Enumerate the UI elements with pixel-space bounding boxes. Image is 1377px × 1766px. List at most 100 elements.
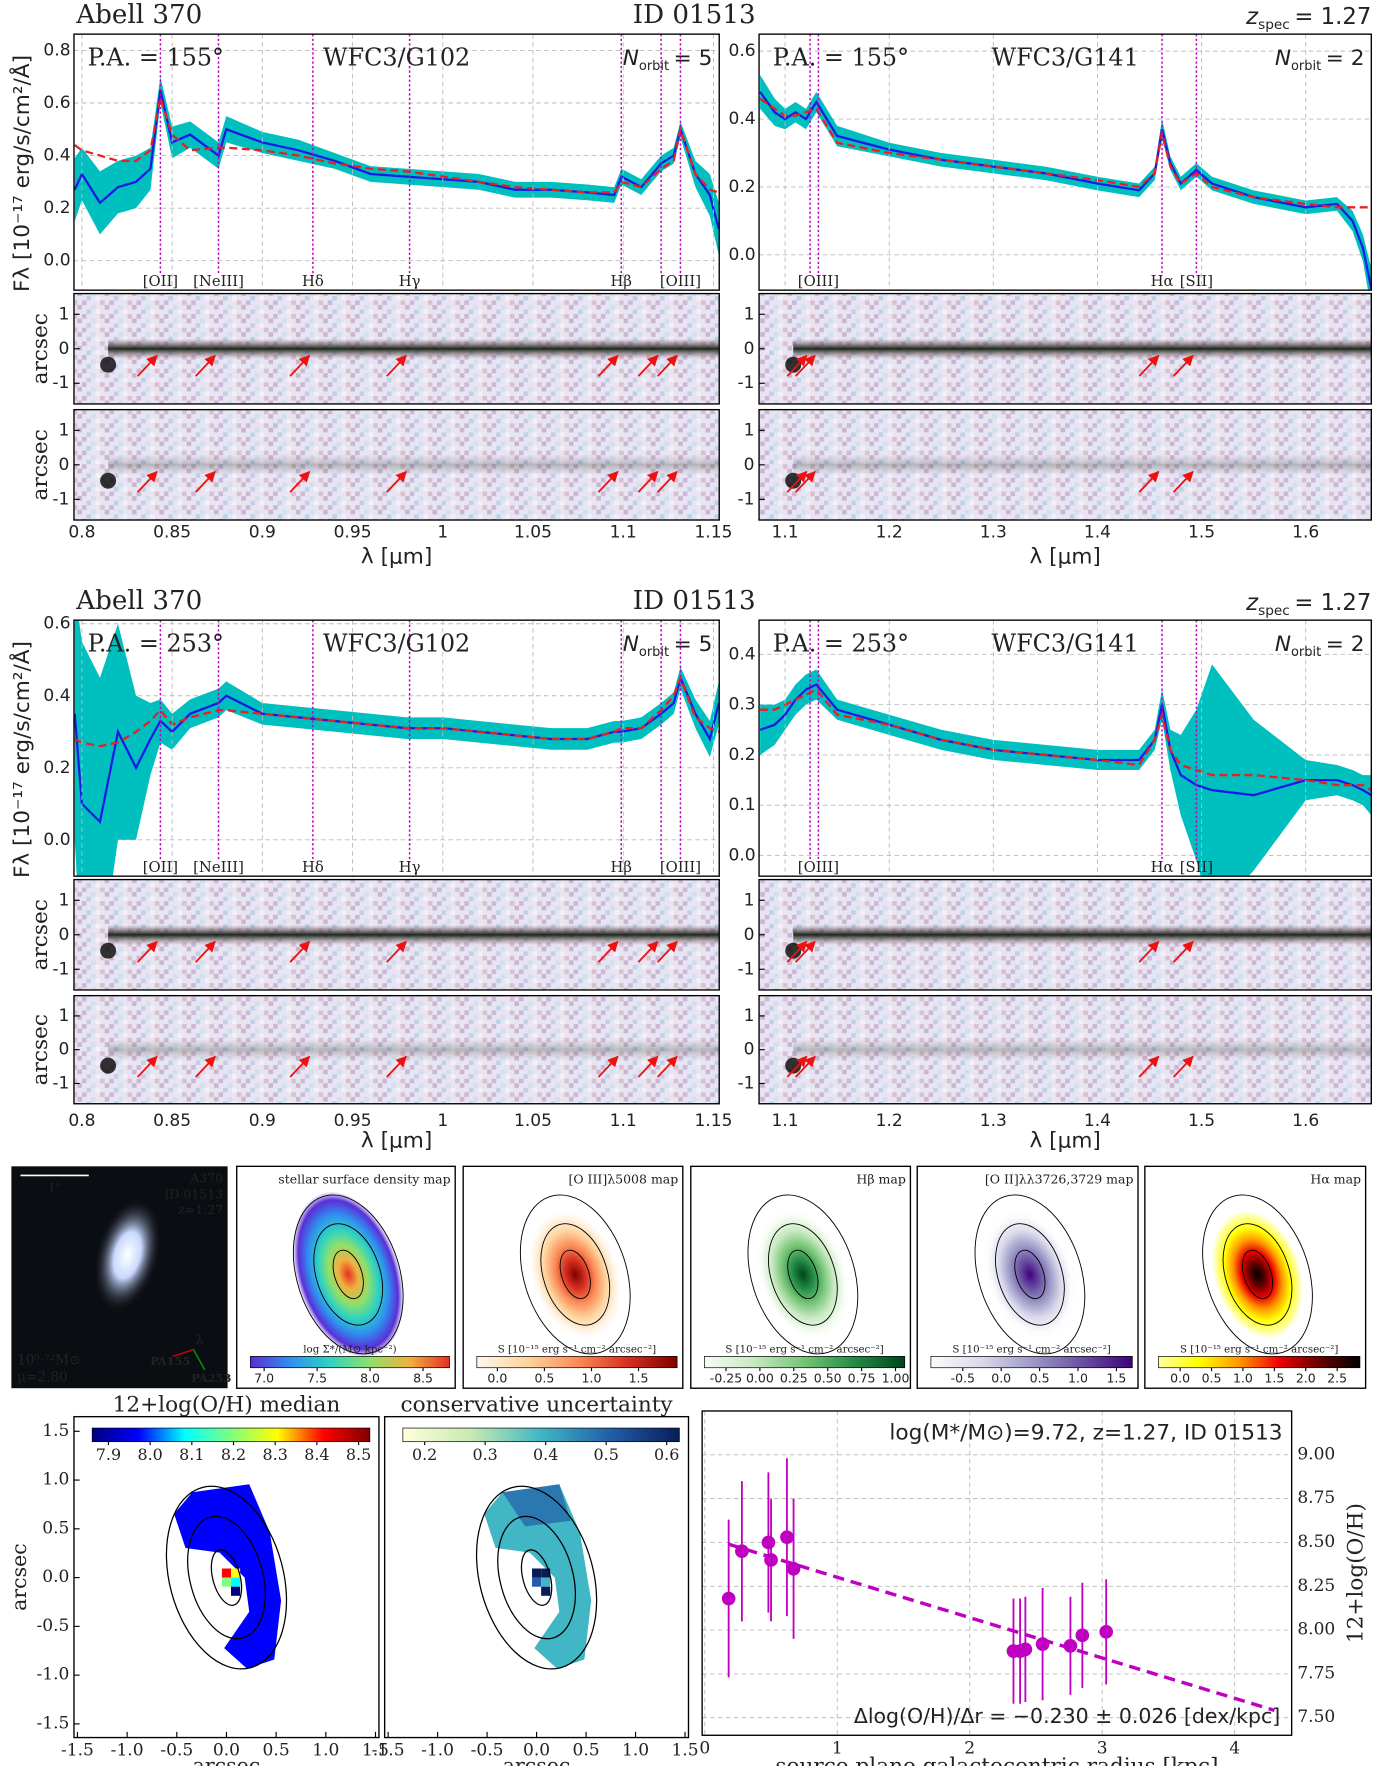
n-orbit-value: = 5 <box>674 632 713 657</box>
contour <box>313 1223 384 1326</box>
point <box>1075 1628 1090 1643</box>
y-tick-label: 0.4 <box>729 644 756 664</box>
emission-label: Hβ <box>611 859 632 876</box>
n-orbit-symbol: N <box>1275 632 1291 657</box>
emission-label: [SII] <box>1180 273 1213 290</box>
map-emission <box>756 1210 849 1339</box>
y-tick-label: 0 <box>744 1040 755 1060</box>
map-region <box>174 1484 282 1669</box>
photo-id: ID 01513 <box>164 1186 223 1201</box>
x-tick-label: -1.5 <box>61 1741 94 1761</box>
point <box>1018 1642 1033 1657</box>
x-axis-label: arcsec <box>193 1754 261 1766</box>
y-tick-label: 0.4 <box>43 146 70 166</box>
emission-label: [OIII] <box>660 273 701 290</box>
x-tick-label: 1.0 <box>622 1741 649 1761</box>
colorbar <box>250 1356 450 1369</box>
colorbar-tick-label: 7.5 <box>307 1371 327 1386</box>
y-tick-label: 8.75 <box>1297 1488 1335 1508</box>
x-tick-label: 1.05 <box>514 1111 552 1131</box>
y-tick-label: 0.2 <box>729 745 756 765</box>
y-tick-label: 1 <box>59 1006 70 1026</box>
line-arrow <box>637 940 659 963</box>
x-tick-label: 1.2 <box>876 523 903 543</box>
n-orbit-symbol: N <box>1275 46 1291 71</box>
x-tick-label: -1.0 <box>421 1741 454 1761</box>
x-tick-label: 1.5 <box>1188 1111 1215 1131</box>
contour <box>520 1549 553 1606</box>
y-tick-label: -1 <box>738 959 755 979</box>
trace <box>793 924 1372 946</box>
frame <box>758 408 1372 521</box>
y-tick-label: 8.50 <box>1297 1532 1335 1552</box>
contour <box>768 1223 838 1326</box>
redshift-subscript: spec <box>1258 17 1290 33</box>
spatial-label: arcsec <box>28 899 53 970</box>
plot-area <box>702 1410 1292 1736</box>
line-arrow <box>386 470 407 493</box>
frame <box>758 292 1372 405</box>
line-arrow <box>1138 470 1160 493</box>
y-tick-label: 0 <box>59 339 70 359</box>
frame <box>701 1410 1293 1736</box>
line-arrow <box>1172 354 1194 377</box>
y-tick-label: 0 <box>744 339 755 359</box>
position-angle: P.A. = 155° <box>88 44 224 72</box>
fit-line <box>728 1542 1275 1713</box>
spectrum <box>73 76 720 256</box>
colorbar-tick-label: 8.3 <box>263 1445 288 1464</box>
x-tick-label: 0.9 <box>249 523 276 543</box>
colorbar-tick-label: 0.6 <box>654 1445 679 1464</box>
redshift-symbol: z <box>1245 590 1259 616</box>
line-arrow <box>637 470 659 493</box>
x-tick-label: 0.85 <box>153 1111 191 1131</box>
line-arrow <box>136 1055 158 1078</box>
contour <box>974 1194 1086 1355</box>
x-tick-label: 1.3 <box>980 1111 1007 1131</box>
x-tick-label: 0.95 <box>334 1111 372 1131</box>
line-arrow <box>1138 1055 1160 1078</box>
y-tick-label: 1.0 <box>42 1470 69 1490</box>
colorbar-tick-label: 1.5 <box>629 1371 649 1386</box>
colorbar-tick-label: -0.25 <box>710 1371 742 1386</box>
contour <box>497 1515 576 1640</box>
line-arrow <box>1172 1055 1194 1078</box>
point <box>780 1530 794 1545</box>
scale-label: 1" <box>48 1179 62 1194</box>
x-axis-label: λ [μm] <box>361 545 432 570</box>
block-id: ID 01513 <box>633 586 756 616</box>
frame <box>73 994 720 1105</box>
error-band <box>760 664 1372 877</box>
point <box>764 1553 778 1567</box>
x-tick-label: 1 <box>832 1738 843 1758</box>
x-tick-label: 1.6 <box>1292 1111 1319 1131</box>
point <box>1035 1637 1050 1651</box>
redshift: zspec = 1.27 <box>1245 4 1371 33</box>
y-axis-label: 12+log(O/H) <box>1344 1503 1369 1643</box>
line-arrow <box>289 354 311 377</box>
photo-field: A370 <box>189 1170 223 1185</box>
map-title: Hβ map <box>856 1171 905 1186</box>
colorbar-tick-label: 0.4 <box>533 1445 558 1464</box>
n-orbit-subscript: orbit <box>1291 645 1321 660</box>
contaminant <box>100 472 117 489</box>
colorbar-tick-label: 2.0 <box>1296 1371 1316 1386</box>
point <box>1099 1625 1114 1639</box>
colorbar-label: log Σ*/(M⊙ kpc⁻²) <box>303 1344 396 1356</box>
y-tick-label: 1 <box>744 304 755 324</box>
y-axis-label: Fλ [10⁻¹⁷ erg/s/cm²/Å] <box>8 641 35 878</box>
colorbar-tick-label: 8.5 <box>346 1445 371 1464</box>
redshift-value: = 1.27 <box>1294 590 1371 616</box>
colorbar <box>930 1356 1133 1369</box>
annotation: log(M*/M⊙)=9.72, z=1.27, ID 01513 <box>889 1421 1282 1446</box>
colorbar-tick-label: 8.4 <box>304 1445 329 1464</box>
colorbar-tick-label: 0.0 <box>487 1371 507 1386</box>
grism: WFC3/G141 <box>992 630 1139 658</box>
n-orbit: Norbit = 2 <box>1275 632 1365 660</box>
plot-area <box>759 34 1372 291</box>
emission-label: [OIII] <box>798 273 839 290</box>
map-pixel <box>231 1568 241 1578</box>
n-orbit-value: = 2 <box>1326 632 1365 657</box>
y-tick-label: 1 <box>744 420 755 440</box>
